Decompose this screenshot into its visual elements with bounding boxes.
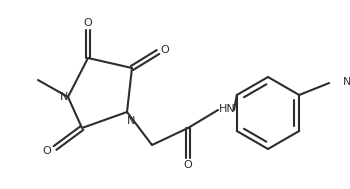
Text: HN: HN <box>219 104 236 114</box>
Text: O: O <box>184 160 192 170</box>
Text: N: N <box>127 116 135 126</box>
Text: O: O <box>161 45 169 55</box>
Text: N: N <box>60 92 68 102</box>
Text: NH₂: NH₂ <box>343 77 350 87</box>
Text: O: O <box>84 18 92 28</box>
Text: O: O <box>43 146 51 156</box>
